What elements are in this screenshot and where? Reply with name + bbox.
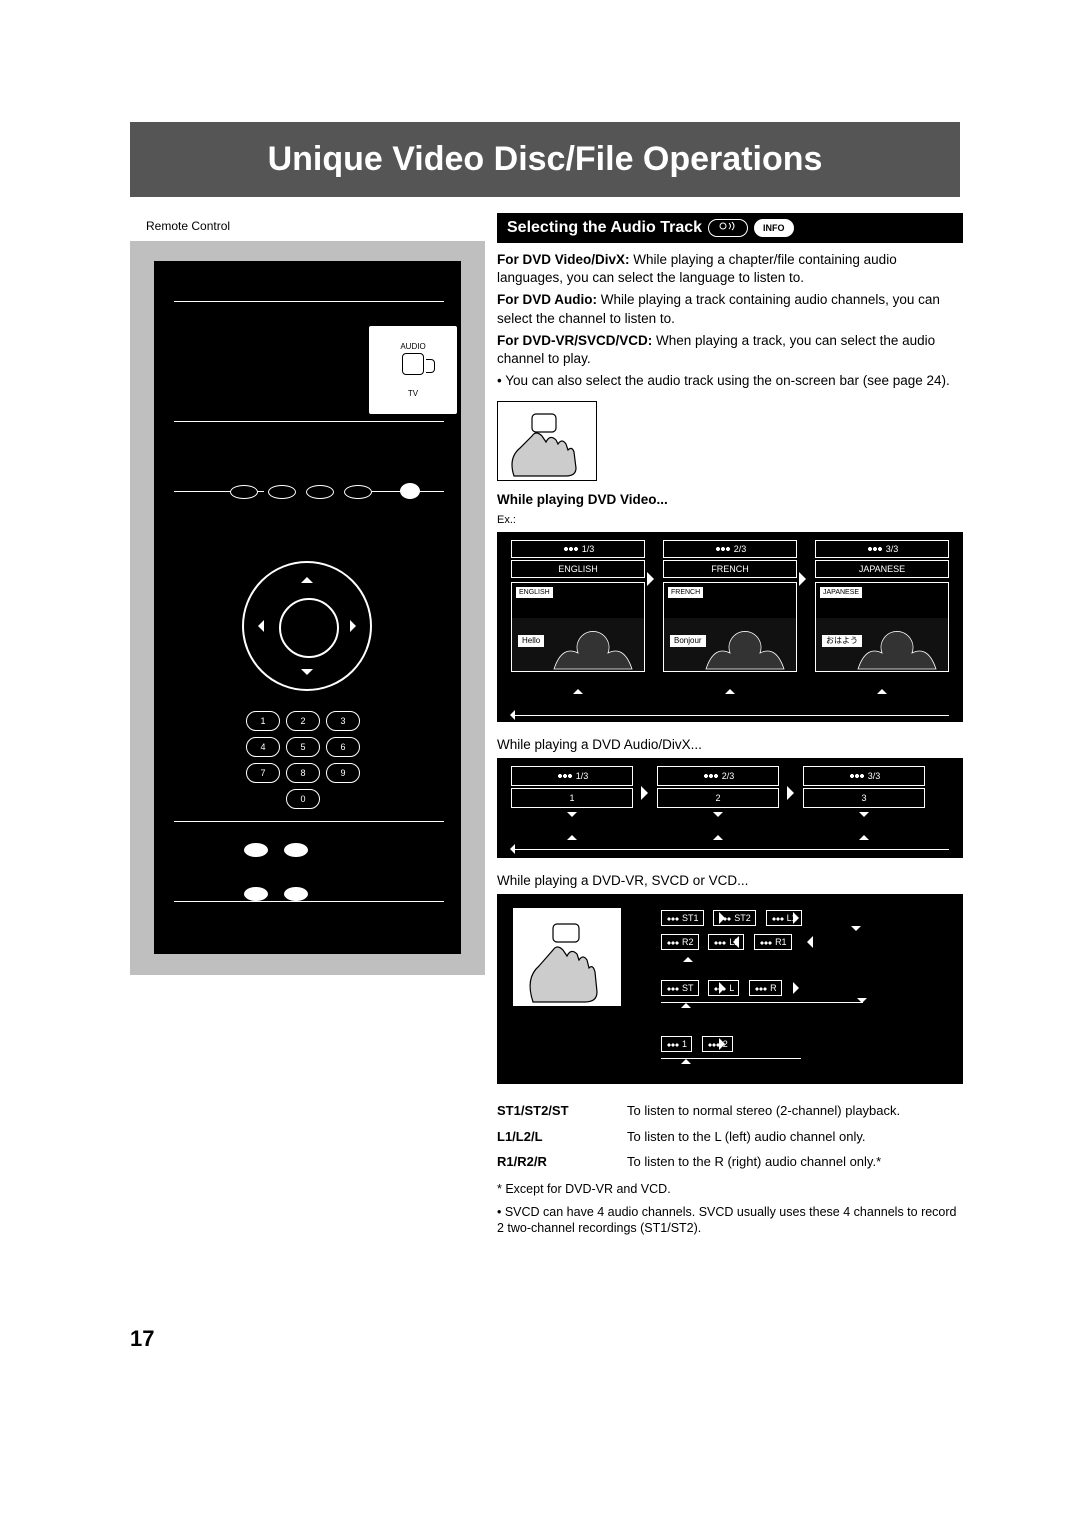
numpad-9: 9: [326, 763, 360, 783]
section-header: Selecting the Audio Track INFO: [497, 213, 963, 243]
remote-control-panel: 1 2 3 4 5 6 7 8 9 0 AUD: [130, 241, 485, 975]
callout-audio-label: AUDIO: [400, 342, 425, 351]
bullet-note: • You can also select the audio track us…: [497, 372, 963, 390]
right-column: Selecting the Audio Track INFO For DVD V…: [497, 213, 963, 1237]
section-header-text: Selecting the Audio Track: [507, 217, 702, 239]
remote-control-label: Remote Control: [146, 219, 485, 233]
footnote-2: • SVCD can have 4 audio channels. SVCD u…: [497, 1204, 963, 1238]
numpad-6: 6: [326, 737, 360, 757]
numpad-8: 8: [286, 763, 320, 783]
vcd-example: ST1 ST2 L1 R2 L2 R1 ST L R: [497, 894, 963, 1084]
numpad-7: 7: [246, 763, 280, 783]
dpad-icon: [242, 561, 372, 691]
while-dvd-audio: While playing a DVD Audio/DivX...: [497, 736, 963, 754]
numpad: 1 2 3 4 5 6 7 8 9 0: [246, 711, 360, 809]
numpad-2: 2: [286, 711, 320, 731]
numpad-5: 5: [286, 737, 320, 757]
dvd-video-example: 1/3 ENGLISH ENGLISH Hello 2/3 FRENCH FRE…: [497, 532, 963, 722]
left-column: Remote Control: [130, 219, 485, 975]
audio-button-icon: [402, 353, 424, 375]
numpad-4: 4: [246, 737, 280, 757]
intro-dvd-vr: For DVD-VR/SVCD/VCD: When playing a trac…: [497, 332, 963, 368]
vcd-row1: ST1 ST2 L1: [661, 908, 808, 930]
lang-col-1: 1/3 ENGLISH ENGLISH Hello: [511, 540, 645, 672]
numpad-3: 3: [326, 711, 360, 731]
lang-col-3: 3/3 JAPANESE JAPANESE おはよう: [815, 540, 949, 672]
numpad-0: 0: [286, 789, 320, 809]
footnote-1: * Except for DVD-VR and VCD.: [497, 1181, 963, 1198]
header-badge-info: INFO: [754, 219, 794, 237]
channel-definitions: ST1/ST2/STTo listen to normal stereo (2-…: [497, 1098, 908, 1175]
press-hand-icon: [497, 401, 597, 481]
numpad-1: 1: [246, 711, 280, 731]
ex-label: Ex.:: [497, 513, 963, 528]
dvd-audio-example: 1/3 1 2/3 2 3/3 3: [497, 758, 963, 858]
press-hand-icon-2: [513, 908, 621, 1006]
intro-dvd-video: For DVD Video/DivX: While playing a chap…: [497, 251, 963, 287]
audio-button-callout: AUDIO TV: [367, 324, 459, 416]
while-dvd-vr: While playing a DVD-VR, SVCD or VCD...: [497, 872, 963, 890]
header-badge-audio-icon: [708, 219, 748, 237]
while-dvd-video: While playing DVD Video...: [497, 491, 963, 509]
page-title-bar: Unique Video Disc/File Operations: [130, 122, 960, 197]
intro-dvd-audio: For DVD Audio: While playing a track con…: [497, 291, 963, 327]
lang-col-2: 2/3 FRENCH FRENCH Bonjour: [663, 540, 797, 672]
page-title: Unique Video Disc/File Operations: [268, 140, 823, 179]
callout-tv-label: TV: [408, 389, 418, 398]
page-number: 17: [130, 1326, 154, 1352]
